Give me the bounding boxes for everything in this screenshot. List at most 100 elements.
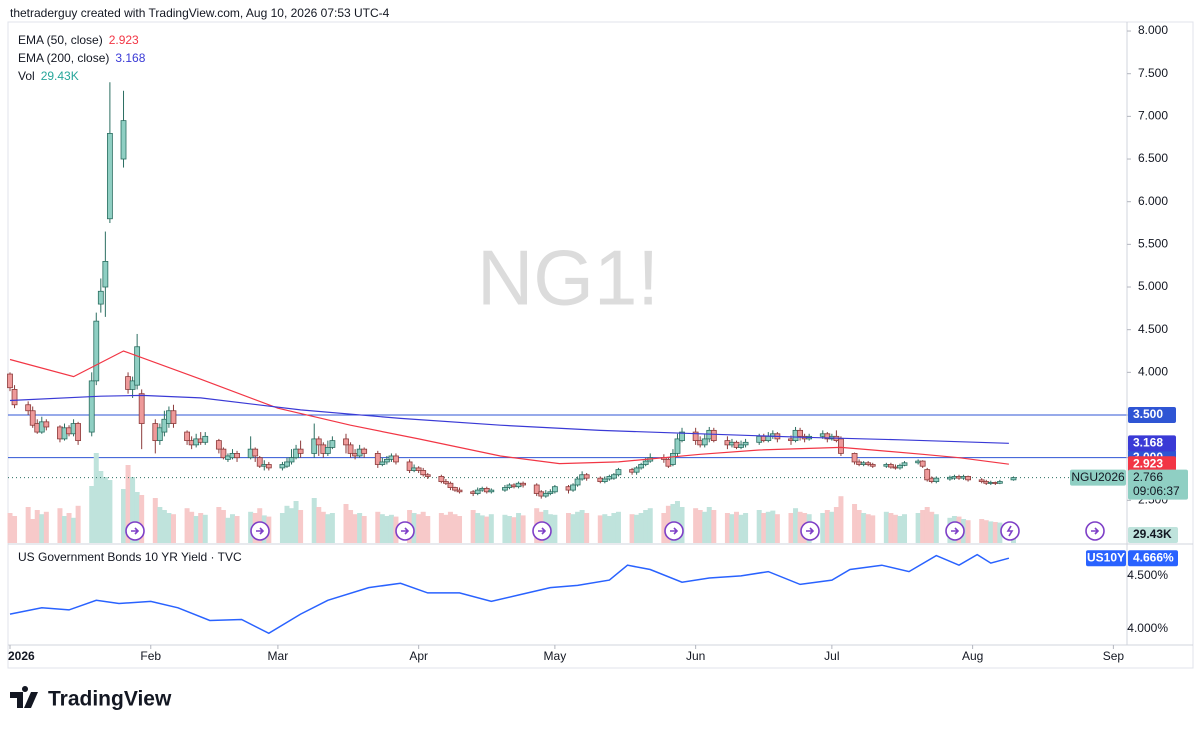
legend-entry: Vol 29.43K: [18, 69, 79, 83]
x-tick-label: Jul: [824, 649, 839, 663]
candle-body: [324, 447, 331, 454]
event-icon[interactable]: [1000, 521, 1020, 541]
candle-body: [452, 487, 458, 491]
candle-body: [674, 438, 681, 454]
volume-bar: [343, 504, 349, 543]
volume-bar: [602, 514, 608, 543]
symbol-tag: US10Y: [1087, 550, 1125, 564]
volume-bar: [121, 489, 127, 543]
legend-name: EMA (200, close): [18, 51, 109, 65]
pane-title: US Government Bonds 10 YR Yield · TVC: [18, 550, 242, 564]
candle-body: [738, 444, 744, 448]
volume-bar: [702, 511, 708, 543]
axis-layer: 8.000 7.500 7.000 6.500 6.000 5.500 5.000 4.500…: [8, 23, 1188, 663]
yield-line: [9, 553, 1010, 635]
volume-bar: [379, 514, 385, 543]
y-tick-label: 6.500: [1138, 151, 1168, 165]
candle-body: [424, 474, 431, 477]
candle-body: [438, 476, 445, 482]
event-icon[interactable]: [395, 521, 415, 541]
candle-body: [93, 320, 100, 382]
ema-line: [9, 394, 1009, 444]
y-tick-label: 6.000: [1138, 194, 1168, 208]
volume-bar: [502, 514, 508, 543]
candle-body: [456, 489, 463, 493]
volume-bar: [870, 515, 876, 543]
ema-badge-text: 2.923: [1133, 456, 1163, 470]
candle-body: [765, 435, 772, 442]
volume-bar: [102, 477, 108, 543]
event-icon[interactable]: [945, 521, 965, 541]
candle-body: [134, 346, 141, 386]
y-tick-label: 5.000: [1138, 279, 1168, 293]
candle-body: [679, 431, 685, 442]
candle-body: [502, 487, 508, 491]
countdown-text: 09:06:37: [1133, 484, 1180, 498]
volume-bar: [352, 514, 358, 543]
event-icon[interactable]: [532, 521, 552, 541]
event-icon[interactable]: [1085, 521, 1105, 541]
volume-bar: [220, 510, 226, 543]
candle-body: [901, 462, 908, 466]
candle-body: [919, 460, 926, 467]
volume-bar: [865, 514, 871, 543]
volume-bar: [897, 516, 903, 543]
ema-badge-text: 3.168: [1133, 436, 1163, 450]
event-icon[interactable]: [125, 521, 145, 541]
volume-bar: [170, 514, 176, 543]
candle-body: [570, 484, 576, 491]
volume-bar: [198, 513, 204, 543]
volume-bar: [997, 522, 1003, 543]
volume-bar: [933, 514, 939, 543]
volume-bar: [929, 511, 935, 543]
event-icon[interactable]: [250, 521, 270, 541]
volume-bar: [216, 507, 222, 543]
candle-body: [343, 438, 349, 446]
legend-name: EMA (50, close): [18, 33, 103, 47]
volume-bar: [661, 513, 667, 543]
volume-bar: [161, 510, 167, 543]
candle-body: [215, 440, 222, 450]
volume-bar: [193, 516, 199, 543]
volume-bar: [475, 513, 481, 543]
volume-bar: [388, 514, 394, 543]
volume-bar: [125, 465, 131, 543]
volume-bar: [511, 517, 517, 543]
volume-bar: [329, 513, 335, 543]
yield-badge-text: 4.666%: [1133, 550, 1174, 564]
volume-bar: [202, 514, 208, 543]
volume-bar: [979, 519, 985, 543]
volume-badge: 29.43K: [1128, 527, 1178, 543]
volume-bar: [34, 510, 40, 543]
candle-body: [415, 467, 422, 471]
yield-badge: 4.666%: [1128, 550, 1178, 567]
volume-bar: [166, 513, 172, 543]
x-tick-label: Apr: [409, 649, 428, 663]
volume-bar: [924, 507, 930, 543]
candle-body: [288, 457, 295, 463]
candle-body: [474, 489, 481, 494]
volume-bar: [992, 522, 998, 543]
x-tick-label: May: [544, 649, 567, 663]
candle-body: [347, 444, 354, 454]
volume-bar: [416, 514, 422, 543]
volume-bar: [298, 510, 304, 543]
y-tick-label: 4.500%: [1127, 568, 1168, 582]
volume-bar: [452, 514, 458, 543]
contract-tag: NGU2026: [1071, 470, 1125, 484]
volume-bar: [130, 477, 136, 543]
volume-bar: [66, 513, 72, 543]
y-tick-label: 5.500: [1138, 237, 1168, 251]
ema-badge: 3.168: [1128, 435, 1176, 452]
volume-bar: [697, 510, 703, 543]
event-icon[interactable]: [664, 521, 684, 541]
volume-bar: [856, 510, 862, 543]
volume-bar: [157, 507, 163, 543]
event-icon[interactable]: [800, 521, 820, 541]
candle-body: [742, 441, 749, 446]
volume-bar: [506, 516, 512, 543]
volume-bar: [225, 517, 231, 543]
volume-bar: [516, 513, 522, 543]
volume-bar: [829, 511, 835, 543]
volume-bar: [761, 513, 767, 543]
